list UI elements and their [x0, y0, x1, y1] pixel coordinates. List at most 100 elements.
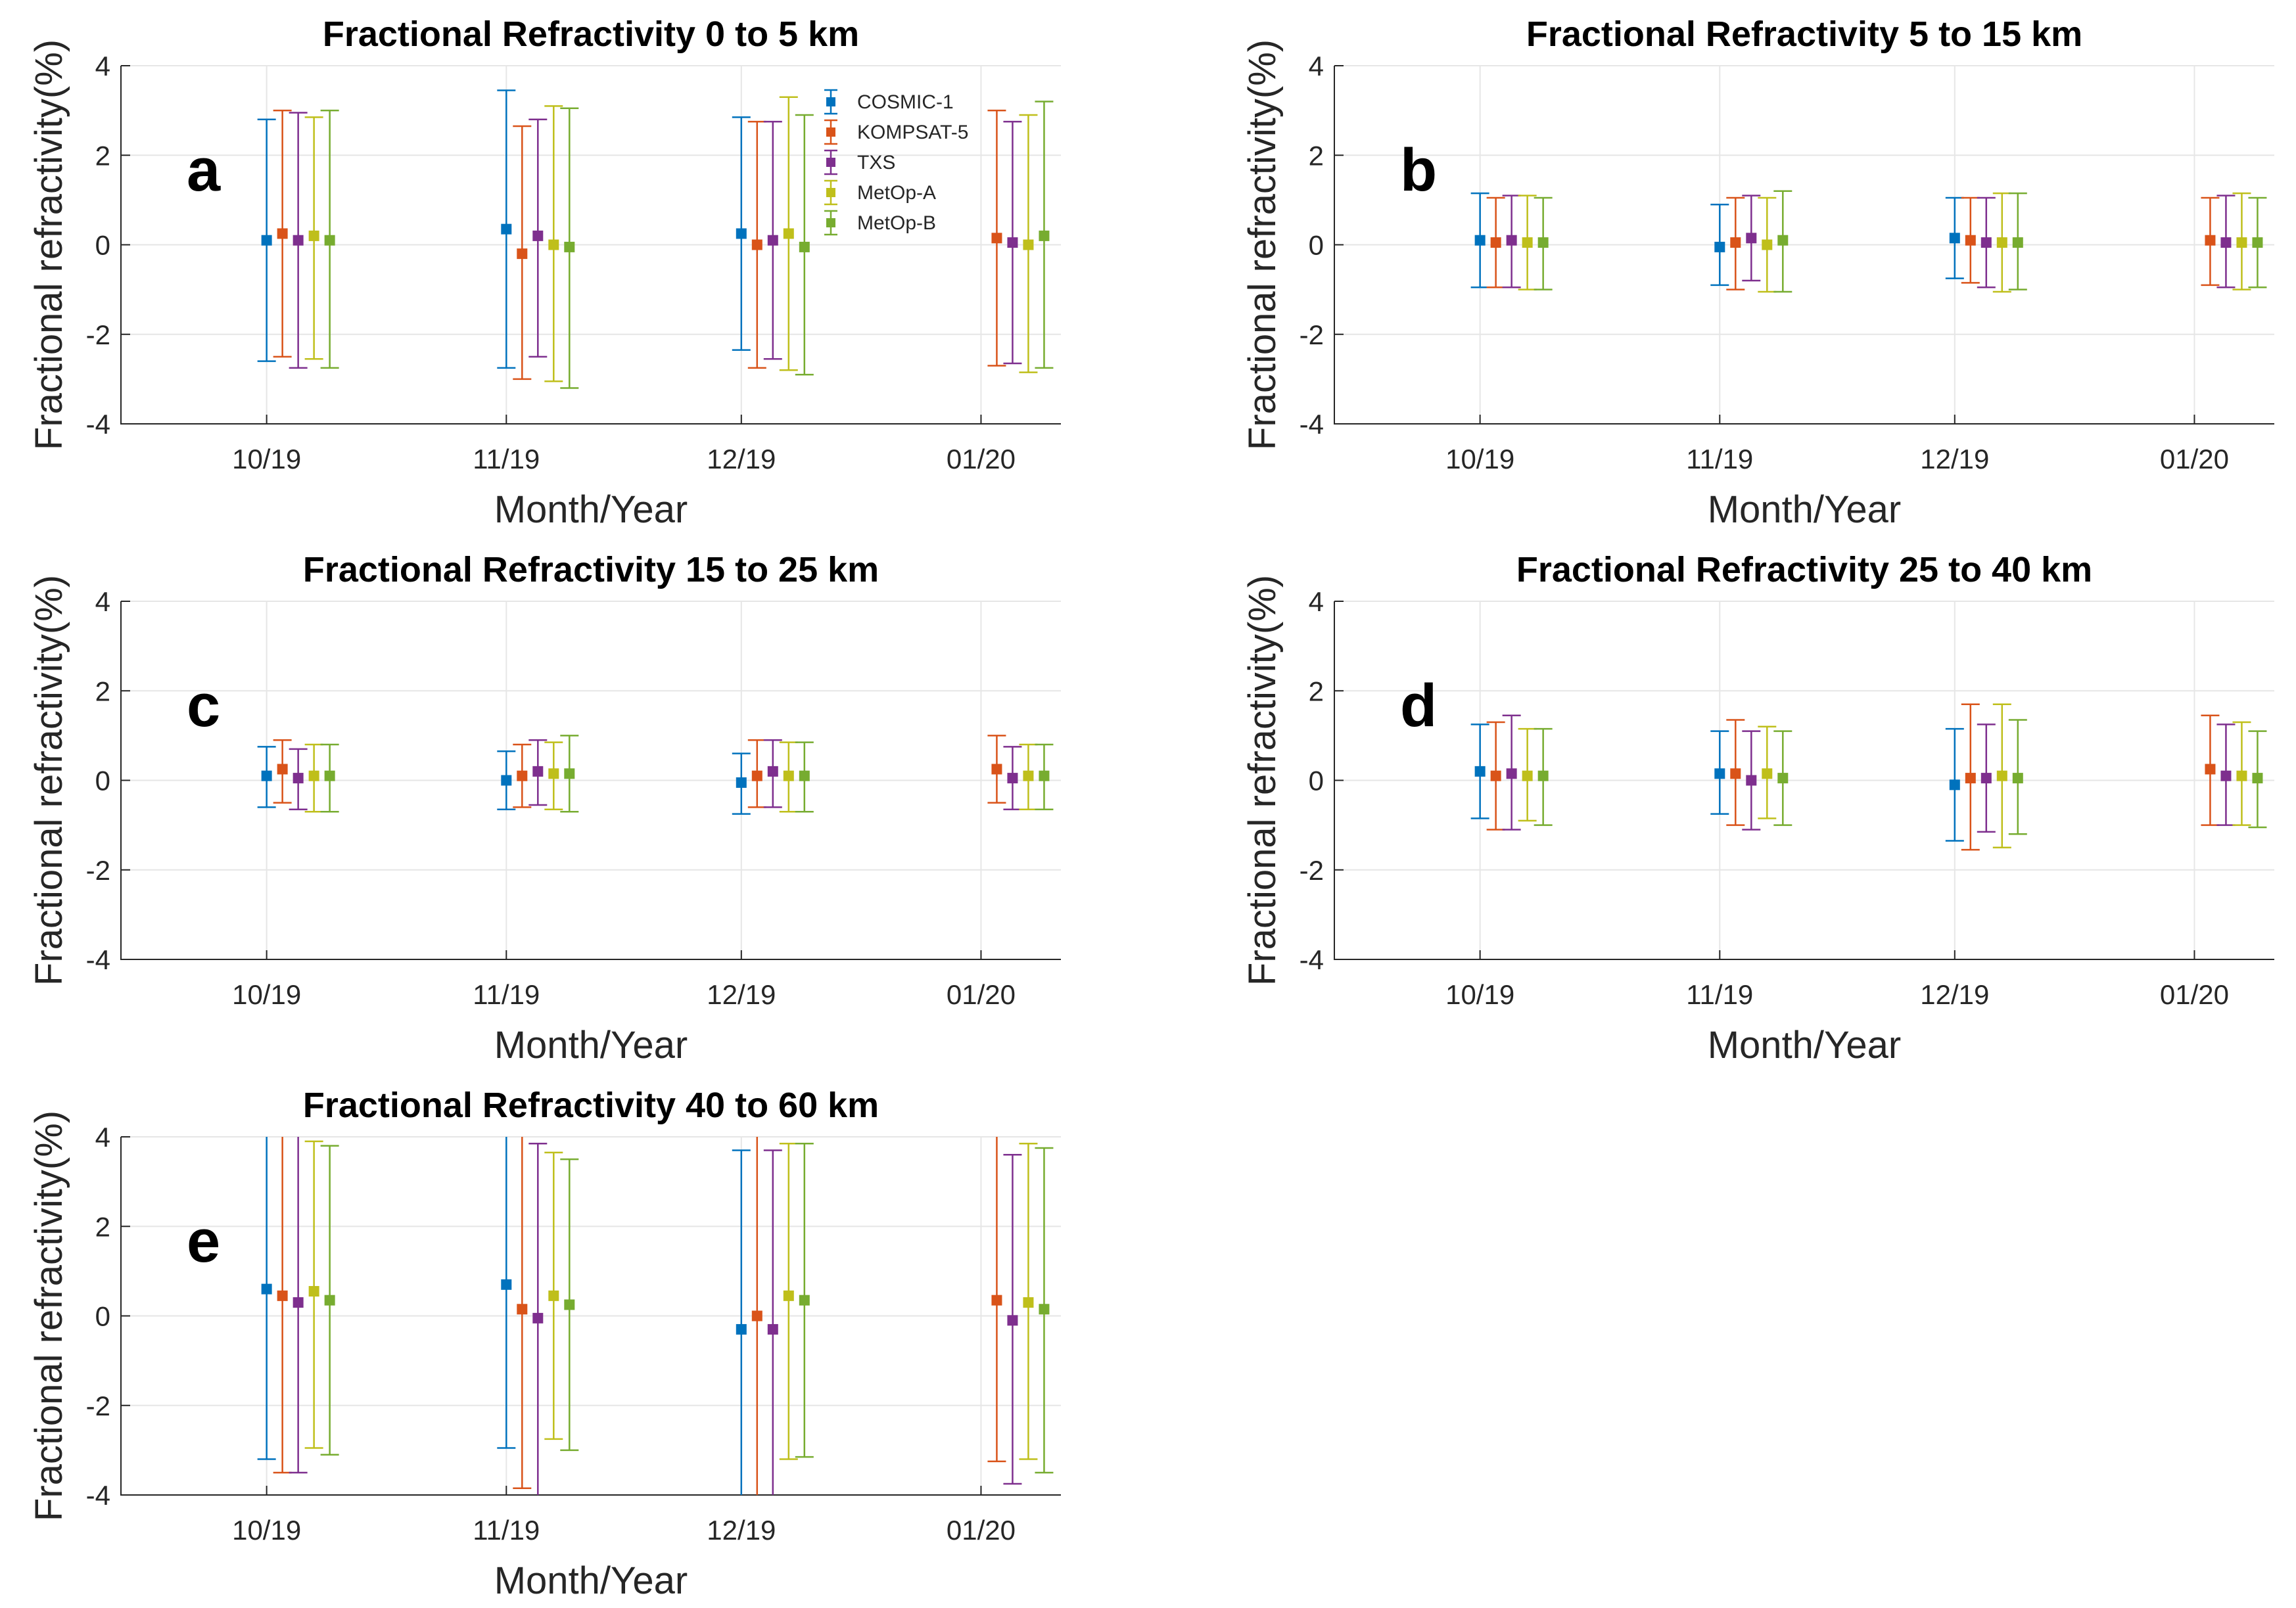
mean-marker: [1506, 235, 1517, 246]
errorbar-txs-0: [289, 112, 308, 369]
panel-title: Fractional Refractivity 25 to 40 km: [1516, 550, 2092, 589]
mean-marker: [293, 773, 304, 784]
errorbar-kompsat-5-1: [1726, 196, 1745, 290]
errorbar-kompsat-5-3: [987, 735, 1006, 804]
mean-marker: [751, 770, 762, 781]
mean-marker: [1762, 239, 1773, 250]
legend-entry-metop-b: MetOp-B: [824, 210, 936, 236]
y-tick-label: -2: [86, 319, 110, 350]
x-tick-label: 01/20: [947, 444, 1016, 474]
errorbar-metop-b-2: [2008, 192, 2027, 290]
mean-marker: [1023, 770, 1034, 781]
errorbar-kompsat-5-0: [1486, 196, 1505, 288]
mean-marker: [548, 239, 559, 250]
errorbar-metop-a-0: [304, 743, 323, 813]
errorbar-metop-a-2: [779, 1142, 798, 1460]
mean-marker: [2252, 773, 2263, 784]
errorbar-kompsat-5-2: [747, 120, 766, 369]
panel-e: 4 2 0 -2 -4 10/19 11/19 12/19 01/20 Fractional Re…: [28, 1086, 1061, 1602]
mean-marker: [2205, 235, 2216, 246]
errorbar-kompsat-5-0: [273, 109, 292, 358]
errorbar-txs-2: [763, 739, 782, 808]
x-tick-label: 10/19: [1445, 979, 1514, 1010]
errorbar-txs-0: [1502, 195, 1521, 288]
errorbar-metop-a-3: [2232, 192, 2251, 290]
errorbar-cosmic-1-1: [1710, 730, 1729, 815]
y-axis-label: Fractional refractivity(%): [28, 1111, 70, 1521]
errorbar-cosmic-1-1: [1710, 203, 1729, 287]
mean-marker: [548, 768, 559, 779]
errorbar-metop-a-3: [1019, 1142, 1038, 1460]
errorbar-kompsat-5-1: [513, 1137, 532, 1490]
mean-marker: [1490, 237, 1501, 248]
panel-letter: b: [1400, 137, 1437, 204]
mean-marker: [1980, 773, 1992, 784]
errorbar-cosmic-1-0: [257, 118, 276, 362]
legend: COSMIC-1 KOMPSAT-5 TXS MetOp-A MetOp-B: [824, 89, 968, 236]
panel-title: Fractional Refractivity 0 to 5 km: [323, 14, 859, 54]
y-tick-label: -4: [86, 409, 110, 440]
mean-marker: [736, 1323, 747, 1335]
errorbar-cosmic-1-0: [257, 1137, 276, 1460]
mean-marker: [277, 764, 288, 775]
mean-marker: [799, 241, 810, 252]
y-axis-label: Fractional refractivity(%): [1241, 39, 1284, 450]
y-tick-label: -4: [86, 1480, 110, 1511]
y-tick-label: 4: [1309, 586, 1324, 617]
legend-swatch-marker: [826, 188, 835, 197]
errorbar-kompsat-5-3: [987, 109, 1006, 367]
errorbar-cosmic-1-1: [497, 89, 516, 369]
mean-marker: [532, 230, 544, 241]
x-tick-label: 10/19: [232, 444, 301, 474]
panel-b: 4 2 0 -2 -4 10/19 11/19 12/19 01/20 Fractional Re…: [1241, 14, 2274, 531]
errorbar-metop-a-2: [1992, 192, 2011, 293]
errorbar-cosmic-1-2: [1945, 727, 1964, 842]
x-tick-label: 12/19: [707, 444, 776, 474]
errorbar-metop-b-3: [2248, 196, 2267, 288]
y-tick-label: 4: [1309, 51, 1324, 81]
panel-letter: e: [187, 1208, 220, 1275]
errorbar-metop-a-1: [544, 1151, 563, 1440]
mean-marker: [517, 770, 528, 781]
mean-marker: [1506, 768, 1517, 779]
errorbar-cosmic-1-2: [732, 116, 751, 351]
mean-marker: [1474, 235, 1486, 246]
mean-marker: [1714, 241, 1725, 252]
errorbar-cosmic-1-1: [497, 1137, 516, 1449]
errorbar-cosmic-1-0: [1470, 192, 1489, 288]
mean-marker: [1537, 237, 1549, 248]
mean-marker: [2236, 770, 2247, 781]
mean-marker: [501, 1279, 512, 1290]
mean-marker: [2220, 770, 2232, 781]
x-axis-label: Month/Year: [494, 1024, 688, 1067]
errorbar-txs-1: [528, 739, 548, 806]
errorbar-metop-a-2: [779, 741, 798, 813]
x-tick-label: 01/20: [2160, 979, 2229, 1010]
errorbar-metop-a-0: [304, 116, 323, 360]
legend-label: TXS: [857, 152, 895, 173]
mean-marker: [751, 239, 762, 250]
x-axis-label: Month/Year: [1708, 488, 1902, 531]
errorbar-txs-1: [1742, 195, 1761, 282]
mean-marker: [517, 248, 528, 260]
errorbar-txs-1: [528, 1142, 548, 1495]
mean-marker: [2220, 237, 2232, 248]
errorbar-metop-b-3: [1035, 101, 1054, 369]
x-tick-label: 12/19: [707, 1515, 776, 1546]
mean-marker: [1474, 766, 1486, 777]
x-tick-label: 01/20: [947, 979, 1016, 1010]
errorbar-kompsat-5-1: [513, 125, 532, 380]
errorbar-metop-b-3: [2248, 730, 2267, 829]
x-axis-label: Month/Year: [494, 488, 688, 531]
errorbar-metop-a-1: [1758, 196, 1777, 293]
errorbar-metop-a-3: [1019, 743, 1038, 811]
mean-marker: [767, 235, 778, 246]
errorbar-metop-a-2: [1992, 703, 2011, 848]
mean-marker: [261, 1283, 272, 1295]
y-tick-label: -4: [86, 944, 110, 975]
errorbar-metop-b-0: [1534, 727, 1553, 826]
mean-marker: [1746, 233, 1757, 244]
mean-marker: [501, 775, 512, 786]
errorbar-cosmic-1-0: [1470, 724, 1489, 819]
panel-letter: c: [187, 672, 220, 739]
